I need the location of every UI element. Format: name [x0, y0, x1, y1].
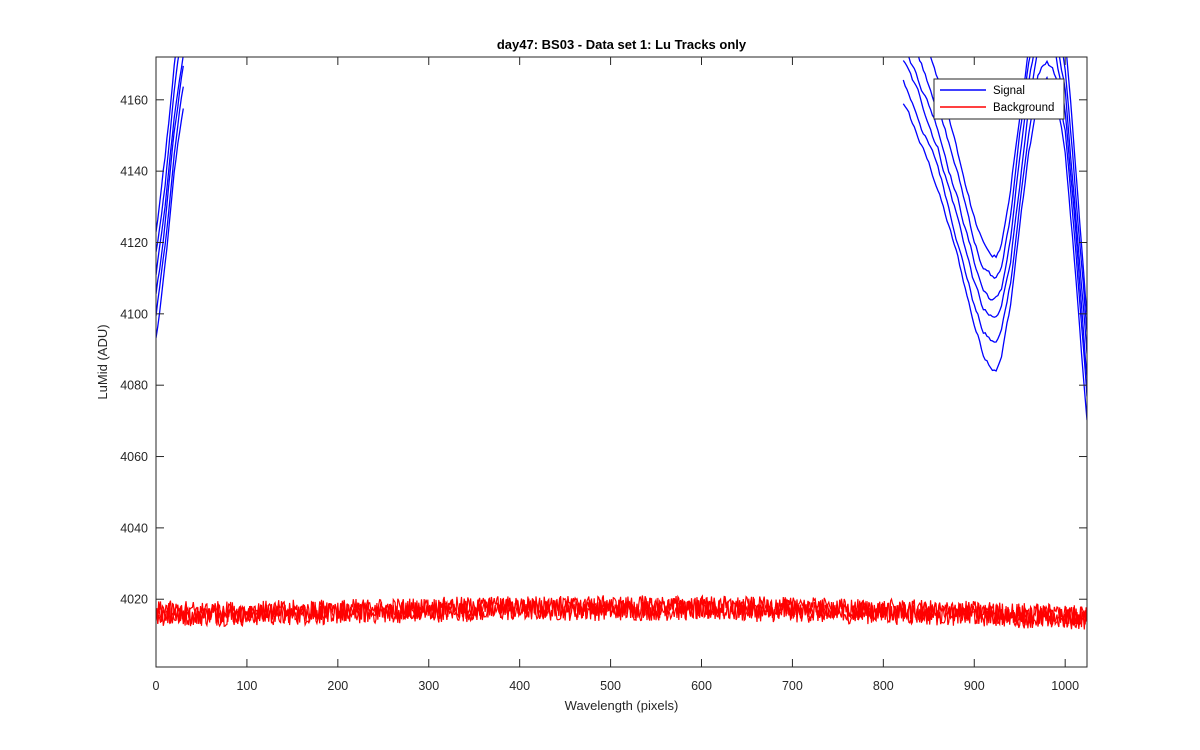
axes-box — [155, 56, 1088, 668]
x-tick-label: 200 — [327, 679, 348, 693]
x-axis-label: Wavelength (pixels) — [565, 698, 679, 713]
tick-layer: 0 100 200 300 400 500 600 700 800 900 1000 4020 4040… — [120, 57, 1087, 693]
y-tick-label: 4040 — [120, 521, 148, 535]
x-tick-label: 0 — [153, 679, 160, 693]
plot-area — [156, 57, 1087, 667]
background-series — [156, 594, 1087, 630]
y-axis-label: LuMid (ADU) — [95, 324, 110, 399]
y-tick-label: 4140 — [120, 165, 148, 179]
x-tick-label: 600 — [691, 679, 712, 693]
y-tick-label: 4080 — [120, 379, 148, 393]
legend-box — [933, 78, 1065, 120]
signal-trace — [156, 57, 1087, 316]
x-tick-label: 400 — [509, 679, 530, 693]
x-tick-label: 300 — [418, 679, 439, 693]
signal-trace — [156, 57, 1087, 378]
legend-label: Background — [993, 102, 1054, 114]
y-tick-label: 4060 — [120, 450, 148, 464]
y-tick-label: 4100 — [120, 307, 148, 321]
legend-label: Signal — [993, 85, 1025, 97]
chart-title: day47: BS03 - Data set 1: Lu Tracks only — [497, 37, 747, 52]
x-tick-label: 100 — [236, 679, 257, 693]
y-tick-label: 4160 — [120, 93, 148, 107]
y-tick-label: 4120 — [120, 236, 148, 250]
x-tick-label: 800 — [873, 679, 894, 693]
legend: Signal Background — [933, 78, 1065, 120]
x-tick-label: 1000 — [1051, 679, 1079, 693]
x-tick-label: 900 — [964, 679, 985, 693]
y-tick-label: 4020 — [120, 593, 148, 607]
x-tick-label: 500 — [600, 679, 621, 693]
x-tick-label: 700 — [782, 679, 803, 693]
background-trace — [156, 594, 1087, 627]
